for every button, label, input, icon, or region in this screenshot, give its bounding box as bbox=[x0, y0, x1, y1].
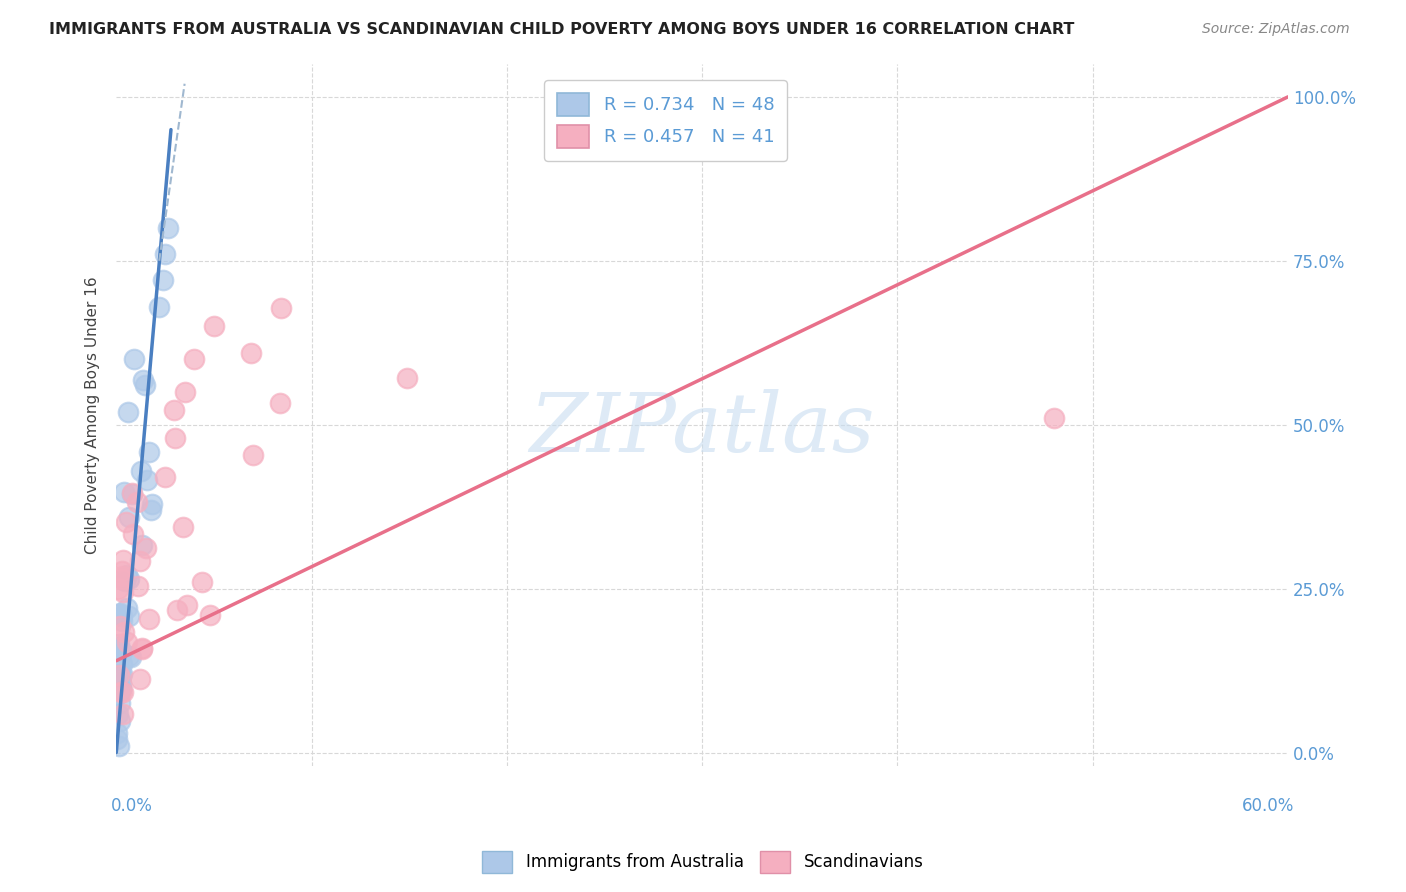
Point bbox=[270, 301, 292, 315]
Point bbox=[122, 352, 145, 367]
Point bbox=[114, 574, 136, 588]
Point bbox=[111, 707, 134, 722]
Point bbox=[176, 598, 198, 612]
Point bbox=[107, 706, 129, 721]
Point bbox=[131, 641, 153, 656]
Point bbox=[112, 553, 135, 567]
Point bbox=[138, 444, 160, 458]
Point bbox=[240, 345, 263, 359]
Point bbox=[135, 541, 157, 555]
Point bbox=[105, 688, 128, 702]
Point bbox=[111, 572, 134, 586]
Point bbox=[108, 714, 131, 728]
Point bbox=[110, 675, 132, 690]
Point bbox=[166, 602, 188, 616]
Point bbox=[131, 642, 153, 657]
Point bbox=[128, 554, 150, 568]
Point bbox=[108, 667, 131, 681]
Point bbox=[157, 221, 180, 235]
Point bbox=[163, 431, 186, 445]
Point bbox=[111, 564, 134, 578]
Point bbox=[148, 300, 170, 314]
Text: Source: ZipAtlas.com: Source: ZipAtlas.com bbox=[1202, 22, 1350, 37]
Point bbox=[198, 608, 221, 623]
Point bbox=[269, 396, 291, 410]
Point bbox=[112, 584, 135, 599]
Point bbox=[111, 569, 134, 583]
Point bbox=[118, 648, 141, 663]
Point bbox=[122, 527, 145, 541]
Point bbox=[118, 509, 141, 524]
Point bbox=[110, 618, 132, 632]
Legend: Immigrants from Australia, Scandinavians: Immigrants from Australia, Scandinavians bbox=[475, 845, 931, 880]
Point bbox=[115, 601, 138, 615]
Point bbox=[107, 582, 129, 596]
Point bbox=[108, 640, 131, 654]
Point bbox=[117, 609, 139, 624]
Point bbox=[105, 726, 128, 740]
Point bbox=[107, 739, 129, 753]
Point bbox=[108, 697, 131, 711]
Point bbox=[1042, 411, 1064, 425]
Point bbox=[141, 496, 163, 510]
Point bbox=[110, 667, 132, 681]
Point bbox=[107, 641, 129, 656]
Point bbox=[121, 487, 143, 501]
Point bbox=[139, 503, 162, 517]
Point bbox=[111, 614, 134, 628]
Point bbox=[108, 637, 131, 651]
Point bbox=[242, 448, 264, 462]
Point bbox=[153, 470, 176, 484]
Point bbox=[110, 666, 132, 681]
Text: 0.0%: 0.0% bbox=[111, 797, 152, 815]
Point bbox=[138, 612, 160, 626]
Point bbox=[131, 538, 153, 552]
Point bbox=[107, 643, 129, 657]
Point bbox=[134, 378, 156, 392]
Point bbox=[183, 352, 205, 367]
Point bbox=[108, 651, 131, 665]
Text: 60.0%: 60.0% bbox=[1241, 797, 1294, 815]
Point bbox=[125, 494, 148, 508]
Point bbox=[118, 572, 141, 586]
Point bbox=[110, 682, 132, 697]
Point bbox=[120, 649, 142, 664]
Point bbox=[163, 402, 186, 417]
Point bbox=[110, 681, 132, 696]
Point bbox=[111, 685, 134, 699]
Point bbox=[105, 681, 128, 695]
Point bbox=[173, 384, 195, 399]
Point bbox=[115, 568, 138, 582]
Point bbox=[136, 473, 159, 487]
Legend: R = 0.734   N = 48, R = 0.457   N = 41: R = 0.734 N = 48, R = 0.457 N = 41 bbox=[544, 80, 787, 161]
Point bbox=[127, 579, 149, 593]
Point bbox=[107, 680, 129, 694]
Point bbox=[152, 273, 174, 287]
Point bbox=[395, 371, 418, 385]
Point bbox=[111, 645, 134, 659]
Point bbox=[114, 515, 136, 529]
Point bbox=[105, 731, 128, 746]
Point bbox=[117, 634, 139, 648]
Text: ZIPatlas: ZIPatlas bbox=[530, 389, 875, 469]
Text: IMMIGRANTS FROM AUSTRALIA VS SCANDINAVIAN CHILD POVERTY AMONG BOYS UNDER 16 CORR: IMMIGRANTS FROM AUSTRALIA VS SCANDINAVIA… bbox=[49, 22, 1074, 37]
Point bbox=[112, 485, 135, 500]
Point bbox=[153, 247, 176, 261]
Point bbox=[129, 464, 152, 478]
Point bbox=[121, 486, 143, 500]
Point bbox=[191, 575, 214, 590]
Y-axis label: Child Poverty Among Boys Under 16: Child Poverty Among Boys Under 16 bbox=[86, 276, 100, 554]
Point bbox=[117, 404, 139, 418]
Point bbox=[111, 657, 134, 672]
Point bbox=[110, 685, 132, 699]
Point bbox=[108, 606, 131, 620]
Point bbox=[110, 608, 132, 623]
Point bbox=[112, 625, 135, 640]
Point bbox=[129, 672, 152, 686]
Point bbox=[172, 519, 194, 533]
Point bbox=[202, 319, 225, 334]
Point bbox=[131, 373, 153, 387]
Point bbox=[108, 607, 131, 622]
